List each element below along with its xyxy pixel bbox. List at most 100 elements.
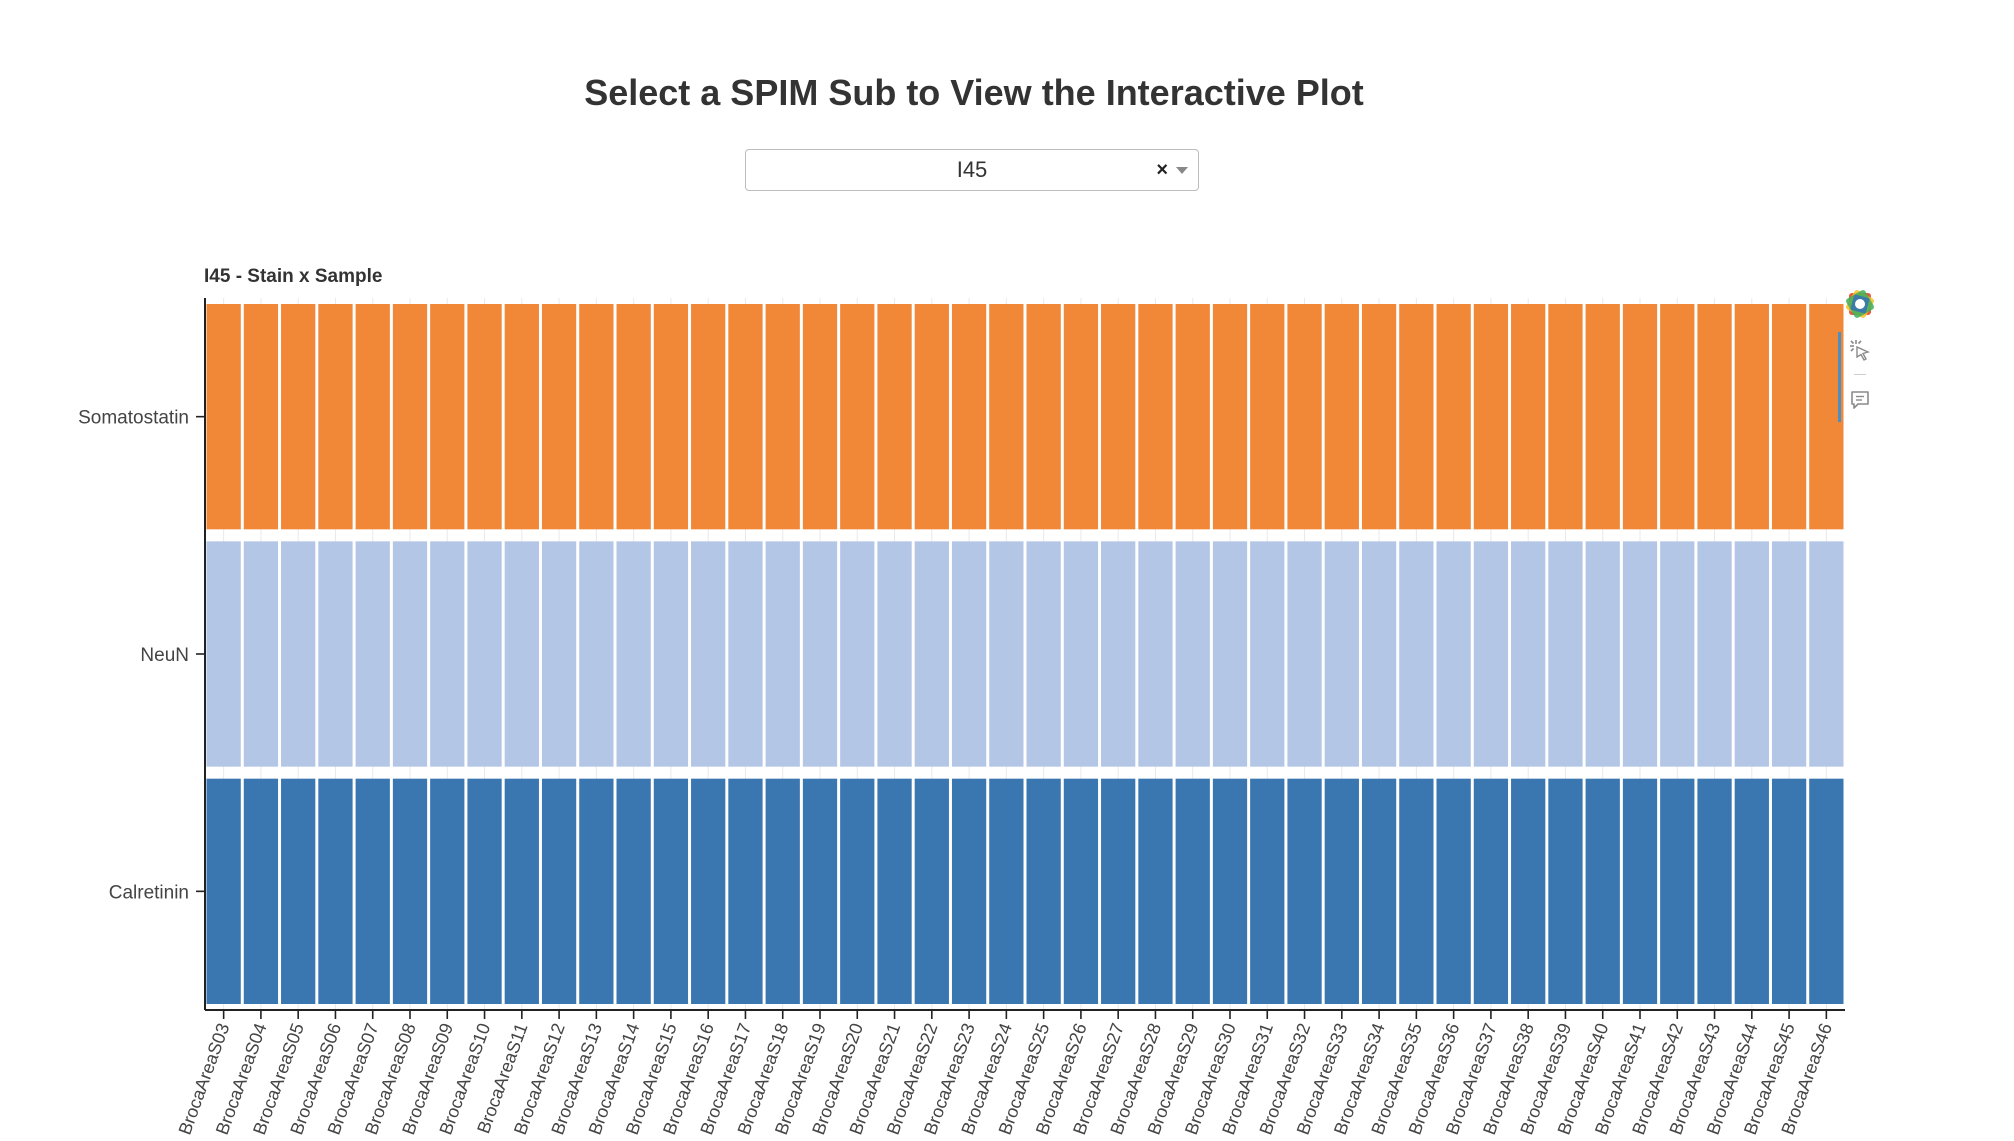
heatmap-cell[interactable] xyxy=(1101,304,1136,530)
heatmap-cell[interactable] xyxy=(541,304,577,530)
heatmap-cell[interactable] xyxy=(1250,541,1285,767)
chevron-down-icon[interactable] xyxy=(1176,167,1188,174)
heatmap-cell[interactable] xyxy=(1809,541,1844,767)
heatmap-cell[interactable] xyxy=(840,541,875,767)
heatmap-cell[interactable] xyxy=(1771,541,1807,767)
heatmap-cell[interactable] xyxy=(1734,778,1769,1004)
heatmap-cell[interactable] xyxy=(1026,304,1061,530)
heatmap-cell[interactable] xyxy=(765,778,800,1004)
heatmap-cell[interactable] xyxy=(206,304,241,530)
heatmap-cell[interactable] xyxy=(541,778,577,1004)
heatmap-cell[interactable] xyxy=(243,541,279,767)
heatmap-cell[interactable] xyxy=(281,541,316,767)
heatmap-cell[interactable] xyxy=(765,304,800,530)
heatmap-cell[interactable] xyxy=(1212,541,1248,767)
heatmap-cell[interactable] xyxy=(1063,304,1099,530)
heatmap-cell[interactable] xyxy=(392,778,428,1004)
heatmap-cell[interactable] xyxy=(1138,778,1173,1004)
heatmap-cell[interactable] xyxy=(392,304,428,530)
heatmap-cell[interactable] xyxy=(1622,304,1658,530)
heatmap-cell[interactable] xyxy=(1026,778,1061,1004)
heatmap-cell[interactable] xyxy=(802,541,838,767)
heatmap-cell[interactable] xyxy=(728,541,763,767)
heatmap-cell[interactable] xyxy=(1287,778,1322,1004)
heatmap-cell[interactable] xyxy=(989,541,1024,767)
heatmap-cell[interactable] xyxy=(206,541,241,767)
heatmap-cell[interactable] xyxy=(1697,778,1732,1004)
heatmap-cell[interactable] xyxy=(1212,778,1248,1004)
heatmap-cell[interactable] xyxy=(1585,541,1620,767)
heatmap-cell[interactable] xyxy=(318,304,353,530)
heatmap-cell[interactable] xyxy=(1399,778,1434,1004)
heatmap-cell[interactable] xyxy=(1809,778,1844,1004)
heatmap-cell[interactable] xyxy=(1399,304,1434,530)
heatmap-cell[interactable] xyxy=(765,541,800,767)
heatmap-cell[interactable] xyxy=(914,778,949,1004)
heatmap-cell[interactable] xyxy=(914,304,949,530)
heatmap-cell[interactable] xyxy=(355,304,390,530)
heatmap-cell[interactable] xyxy=(653,304,689,530)
heatmap-cell[interactable] xyxy=(281,304,316,530)
heatmap-cell[interactable] xyxy=(1809,304,1844,530)
heatmap-cell[interactable] xyxy=(1660,778,1695,1004)
heatmap-cell[interactable] xyxy=(1771,778,1807,1004)
comment-tool-icon[interactable] xyxy=(1846,386,1874,414)
heatmap-cell[interactable] xyxy=(1212,304,1248,530)
heatmap-cell[interactable] xyxy=(989,304,1024,530)
heatmap-cell[interactable] xyxy=(951,304,987,530)
heatmap-cell[interactable] xyxy=(579,541,614,767)
heatmap-cell[interactable] xyxy=(467,304,502,530)
heatmap-cell[interactable] xyxy=(430,778,465,1004)
heatmap-cell[interactable] xyxy=(989,778,1024,1004)
heatmap-cell[interactable] xyxy=(1734,304,1769,530)
heatmap-cell[interactable] xyxy=(1548,541,1583,767)
heatmap-cell[interactable] xyxy=(355,778,390,1004)
heatmap-cell[interactable] xyxy=(541,541,577,767)
heatmap-cell[interactable] xyxy=(1026,541,1061,767)
heatmap-cell[interactable] xyxy=(579,304,614,530)
heatmap-cell[interactable] xyxy=(318,541,353,767)
heatmap-cell[interactable] xyxy=(1287,541,1322,767)
heatmap-cell[interactable] xyxy=(728,778,763,1004)
heatmap-cell[interactable] xyxy=(243,778,279,1004)
heatmap-cell[interactable] xyxy=(1473,778,1509,1004)
heatmap-cell[interactable] xyxy=(1324,541,1359,767)
heatmap-cell[interactable] xyxy=(1697,541,1732,767)
heatmap-cell[interactable] xyxy=(430,304,465,530)
heatmap-cell[interactable] xyxy=(1511,304,1546,530)
sub-select-dropdown[interactable]: I45 × xyxy=(745,149,1199,191)
heatmap-cell[interactable] xyxy=(691,778,726,1004)
heatmap-cell[interactable] xyxy=(1585,304,1620,530)
heatmap-cell[interactable] xyxy=(1250,304,1285,530)
heatmap-cell[interactable] xyxy=(1511,778,1546,1004)
heatmap-cell[interactable] xyxy=(1436,304,1471,530)
heatmap-cell[interactable] xyxy=(951,541,987,767)
heatmap-cell[interactable] xyxy=(1324,778,1359,1004)
heatmap-cell[interactable] xyxy=(802,778,838,1004)
heatmap-cell[interactable] xyxy=(1361,304,1397,530)
heatmap-cell[interactable] xyxy=(281,778,316,1004)
heatmap-cell[interactable] xyxy=(1287,304,1322,530)
heatmap-cell[interactable] xyxy=(877,304,912,530)
heatmap-cell[interactable] xyxy=(1473,541,1509,767)
heatmap-cell[interactable] xyxy=(1361,778,1397,1004)
heatmap-cell[interactable] xyxy=(877,541,912,767)
heatmap-cell[interactable] xyxy=(504,304,539,530)
heatmap-cell[interactable] xyxy=(392,541,428,767)
heatmap-cell[interactable] xyxy=(1436,541,1471,767)
heatmap-cell[interactable] xyxy=(1175,778,1210,1004)
heatmap-cell[interactable] xyxy=(1175,541,1210,767)
heatmap-cell[interactable] xyxy=(318,778,353,1004)
heatmap-cell[interactable] xyxy=(840,778,875,1004)
heatmap-cell[interactable] xyxy=(1734,541,1769,767)
heatmap-cell[interactable] xyxy=(1175,304,1210,530)
heatmap-cell[interactable] xyxy=(1622,778,1658,1004)
heatmap-cell[interactable] xyxy=(430,541,465,767)
heatmap-cell[interactable] xyxy=(355,541,390,767)
heatmap-cell[interactable] xyxy=(467,541,502,767)
heatmap-cell[interactable] xyxy=(243,304,279,530)
heatmap-cell[interactable] xyxy=(840,304,875,530)
heatmap-cell[interactable] xyxy=(504,541,539,767)
heatmap-cell[interactable] xyxy=(1250,778,1285,1004)
bokeh-logo-icon[interactable] xyxy=(1846,290,1874,318)
